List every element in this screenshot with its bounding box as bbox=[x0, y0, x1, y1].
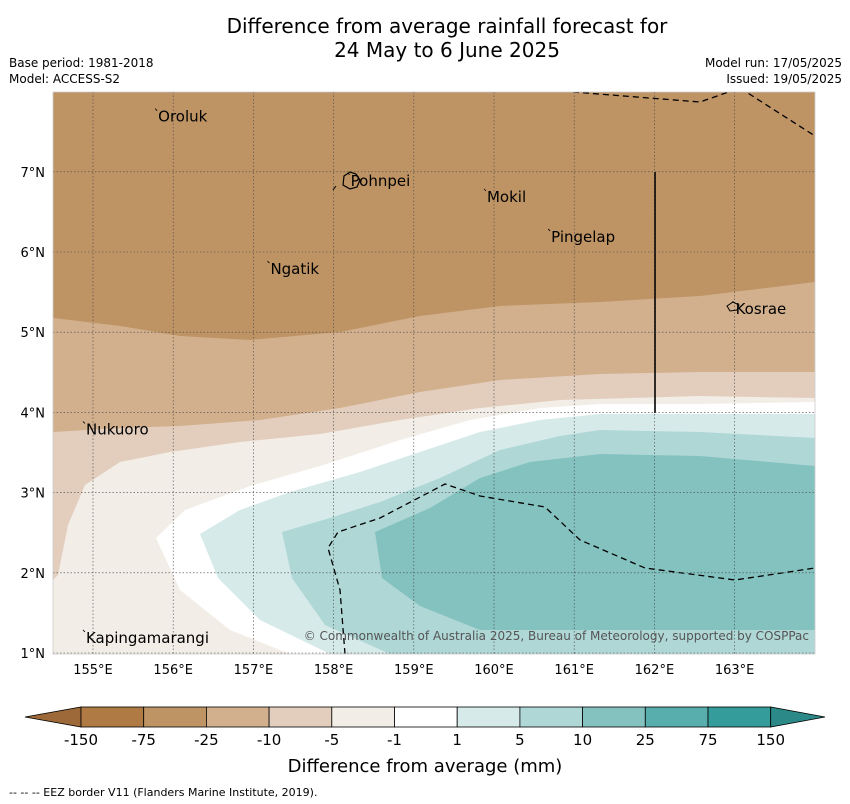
rainfall-contours: © Commonwealth of Australia 2025, Bureau… bbox=[53, 92, 815, 654]
place-marker bbox=[82, 421, 86, 424]
colorbar-tick-label: -10 bbox=[257, 731, 282, 749]
base-period-text: Base period: 1981-2018 bbox=[9, 56, 154, 70]
lon-tick-label: 157°E bbox=[234, 663, 274, 678]
colorbar-tick-label: -1 bbox=[387, 731, 402, 749]
place-label-pohnpei: Pohnpei bbox=[351, 172, 411, 190]
eez-footnote: -- -- -- EEZ border V11 (Flanders Marine… bbox=[9, 786, 318, 799]
copyright-text: © Commonwealth of Australia 2025, Bureau… bbox=[304, 629, 809, 643]
colorbar-tick-label: -75 bbox=[131, 731, 156, 749]
place-marker bbox=[267, 260, 270, 264]
graticule bbox=[53, 92, 815, 654]
lon-tick-label: 161°E bbox=[554, 663, 594, 678]
colorbar-segment bbox=[707, 706, 772, 728]
lat-tick-label: 2°N bbox=[21, 567, 46, 582]
colorbar-tick-label: -25 bbox=[194, 731, 219, 749]
axis-labels: 155°E 156°E 157°E 158°E 159°E 160°E 161°E 162°E… bbox=[21, 166, 755, 678]
lon-tick-label: 159°E bbox=[394, 663, 434, 678]
lat-tick-label: 7°N bbox=[21, 166, 46, 181]
place-label-pingelap: Pingelap bbox=[551, 228, 615, 246]
colorbar-tick-label: 10 bbox=[573, 731, 592, 749]
lon-tick-label: 162°E bbox=[635, 663, 675, 678]
place-label-oroluk: Oroluk bbox=[158, 108, 207, 126]
colorbar-segment bbox=[644, 706, 709, 728]
metadata-left: Base period: 1981-2018 Model: ACCESS-S2 bbox=[9, 55, 154, 87]
colorbar-over-arrow bbox=[770, 706, 826, 728]
metadata-right: Model run: 17/05/2025 Issued: 19/05/2025 bbox=[705, 55, 842, 87]
colorbar-segment bbox=[519, 706, 584, 728]
place-marker bbox=[82, 629, 86, 633]
title-line-1: Difference from average rainfall forecas… bbox=[226, 14, 668, 38]
model-run-text: Model run: 17/05/2025 bbox=[704, 56, 842, 70]
lat-tick-label: 1°N bbox=[21, 647, 46, 662]
kosrae-island-outline bbox=[726, 301, 740, 312]
pohnpei-island-outline bbox=[342, 171, 361, 190]
lon-tick-label: 156°E bbox=[153, 663, 193, 678]
title-line-2: 24 May to 6 June 2025 bbox=[334, 38, 560, 62]
colorbar-segment bbox=[456, 706, 521, 728]
colorbar-tick-label: 25 bbox=[636, 731, 655, 749]
colorbar-tick-label: 5 bbox=[515, 731, 525, 749]
lat-tick-label: 3°N bbox=[21, 487, 46, 502]
colorbar-tick-label: 150 bbox=[756, 731, 785, 749]
colorbar-segment bbox=[582, 706, 646, 728]
map-frame bbox=[52, 91, 816, 655]
lon-tick-label: 155°E bbox=[73, 663, 113, 678]
colorbar-tick-label: -150 bbox=[64, 731, 98, 749]
place-marker bbox=[154, 108, 158, 111]
colorbar-title: Difference from average (mm) bbox=[288, 756, 563, 777]
colorbar-segment bbox=[143, 706, 207, 728]
lat-tick-label: 4°N bbox=[21, 406, 46, 421]
eez-border-east bbox=[572, 92, 815, 137]
colorbar-tick-label: 75 bbox=[698, 731, 717, 749]
place-label-kosrae: Kosrae bbox=[736, 300, 787, 318]
colorbar-segment bbox=[80, 706, 145, 728]
place-marker bbox=[483, 188, 487, 192]
colorbar-segment bbox=[331, 706, 395, 728]
place-label-mokil: Mokil bbox=[487, 188, 526, 206]
colorbar: -150 -75 -25 -10 -5 -1 1 5 10 25 75 150 Difference f… bbox=[24, 706, 826, 777]
place-label-kapingamarangi: Kapingamarangi bbox=[86, 629, 209, 647]
lon-tick-label: 163°E bbox=[715, 663, 755, 678]
place-label-nukuoro: Nukuoro bbox=[86, 420, 149, 438]
place-marker bbox=[732, 300, 735, 304]
contour-fill-strong-dry bbox=[53, 92, 815, 340]
place-marker bbox=[347, 172, 350, 176]
issued-text: Issued: 19/05/2025 bbox=[726, 72, 842, 86]
colorbar-segment bbox=[268, 706, 333, 728]
lat-tick-label: 5°N bbox=[21, 326, 46, 341]
model-text: Model: ACCESS-S2 bbox=[9, 72, 121, 86]
contour-fill-strong-wet bbox=[375, 454, 815, 630]
colorbar-segment bbox=[205, 706, 270, 728]
colorbar-tick-label: -5 bbox=[324, 731, 339, 749]
colorbar-segment bbox=[394, 706, 458, 728]
ant-atoll-mark bbox=[332, 185, 337, 191]
lon-tick-label: 158°E bbox=[314, 663, 354, 678]
place-labels: Oroluk Pohnpei Mokil Pingelap Ngatik Kosrae Nu… bbox=[82, 108, 787, 647]
place-marker bbox=[547, 228, 551, 232]
place-label-ngatik: Ngatik bbox=[270, 260, 319, 278]
colorbar-under-arrow bbox=[24, 706, 82, 728]
colorbar-tick-label: 1 bbox=[452, 731, 462, 749]
lon-tick-label: 160°E bbox=[474, 663, 514, 678]
lat-tick-label: 6°N bbox=[21, 246, 46, 261]
map-title: Difference from average rainfall forecas… bbox=[0, 14, 850, 62]
eez-border-south bbox=[327, 483, 815, 654]
